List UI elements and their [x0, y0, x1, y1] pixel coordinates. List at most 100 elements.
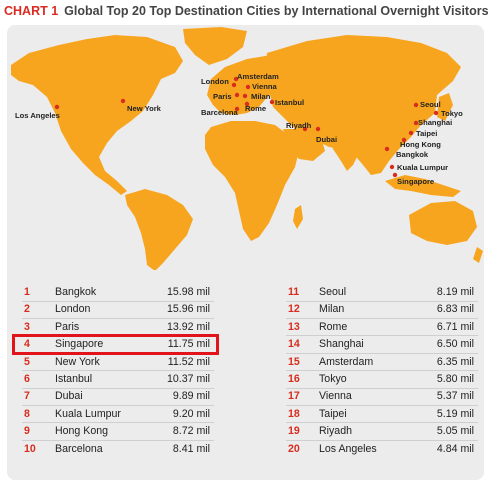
table-row: 16 Tokyo 5.80 mil — [288, 371, 474, 387]
visitor-count: 15.98 mil — [167, 286, 210, 298]
table-row: 1 Bangkok 15.98 mil — [24, 284, 210, 300]
city-dot — [269, 99, 275, 105]
city-name: Rome — [319, 320, 348, 333]
rank-number: 8 — [24, 407, 30, 420]
visitor-count: 15.96 mil — [167, 303, 210, 316]
city-name: Kuala Lumpur — [55, 407, 121, 420]
row-divider — [22, 387, 214, 389]
city-dot — [413, 120, 419, 126]
map-label: Tokyo — [441, 109, 463, 118]
row-divider — [286, 422, 478, 424]
new-zealand — [473, 247, 483, 263]
city-name: London — [55, 303, 91, 316]
city-name: Dubai — [55, 390, 83, 403]
southeast-asia-islands — [385, 175, 461, 197]
rank-number: 18 — [288, 407, 300, 420]
visitor-count: 9.20 mil — [172, 407, 210, 420]
rank-number: 11 — [288, 286, 300, 298]
rank-number: 5 — [24, 355, 30, 368]
north-america — [11, 35, 183, 195]
city-dot — [233, 76, 239, 82]
map-label: Seoul — [420, 100, 441, 109]
india — [329, 133, 361, 171]
city-dot — [231, 82, 237, 88]
row-divider — [22, 300, 214, 302]
visitor-count: 5.19 mil — [436, 407, 474, 420]
row-divider — [286, 370, 478, 372]
visitor-count: 6.35 mil — [436, 355, 474, 368]
table-row: 7 Dubai 9.89 mil — [24, 388, 210, 404]
city-labels: Los Angeles New York London Amsterdam Pa… — [15, 72, 463, 186]
table-row: 18 Taipei 5.19 mil — [288, 406, 474, 422]
map-label: Dubai — [316, 135, 337, 144]
city-dot — [242, 93, 248, 99]
map-label: Singapore — [397, 177, 434, 186]
rank-number: 14 — [288, 338, 300, 351]
map-label: Kuala Lumpur — [397, 163, 448, 172]
row-divider — [22, 370, 214, 372]
city-name: Seoul — [319, 286, 347, 298]
visitor-count: 5.80 mil — [436, 373, 474, 385]
city-name: New York — [55, 355, 100, 368]
table-row: 10 Barcelona 8.41 mil — [24, 441, 210, 457]
city-dot — [120, 98, 126, 104]
arabia — [283, 129, 325, 161]
map-label: Taipei — [416, 129, 437, 138]
visitor-count: 11.75 mil — [167, 338, 210, 351]
city-dot — [408, 130, 414, 136]
visitor-count: 6.50 mil — [436, 338, 474, 351]
highlight-box — [12, 334, 219, 355]
city-name: Vienna — [319, 390, 352, 403]
visitor-count: 8.41 mil — [172, 442, 210, 455]
row-divider — [286, 352, 478, 354]
city-name: Hong Kong — [55, 425, 109, 438]
table-row: 12 Milan 6.83 mil — [288, 301, 474, 317]
rank-number: 20 — [288, 442, 300, 455]
rank-number: 6 — [24, 373, 30, 385]
map-label: Amsterdam — [237, 72, 279, 81]
city-name: Amsterdam — [319, 355, 374, 368]
visitor-count: 10.37 mil — [167, 373, 210, 385]
visitor-count: 5.05 mil — [436, 425, 474, 438]
city-dot — [315, 126, 321, 132]
rank-number: 19 — [288, 425, 300, 438]
map-label: Rome — [245, 104, 266, 113]
south-america — [125, 189, 193, 270]
row-divider — [286, 300, 478, 302]
visitor-count: 8.19 mil — [436, 286, 474, 298]
rank-number: 1 — [24, 286, 30, 298]
row-divider — [22, 404, 214, 406]
rank-number: 3 — [24, 320, 30, 333]
map-label: Istanbul — [275, 98, 304, 107]
map-label: London — [201, 77, 229, 86]
rank-number: 16 — [288, 373, 300, 385]
city-dot — [384, 146, 390, 152]
rank-number: 4 — [24, 338, 30, 351]
rank-number: 12 — [288, 303, 300, 316]
rank-number: 10 — [24, 442, 36, 455]
continents — [11, 27, 483, 270]
row-divider — [286, 404, 478, 406]
madagascar — [293, 205, 303, 229]
visitor-count: 13.92 mil — [167, 320, 210, 333]
table-row: 8 Kuala Lumpur 9.20 mil — [24, 406, 210, 422]
asia — [265, 35, 461, 175]
rank-number: 17 — [288, 390, 300, 403]
rank-number: 15 — [288, 355, 300, 368]
world-map: Los Angeles New York London Amsterdam Pa… — [11, 27, 483, 270]
city-name: Singapore — [55, 338, 104, 351]
visitor-count: 4.84 mil — [436, 442, 474, 455]
australia — [409, 201, 477, 245]
visitor-count: 8.72 mil — [172, 425, 210, 438]
africa — [205, 121, 299, 241]
city-dot — [302, 126, 308, 132]
table-row: 9 Hong Kong 8.72 mil — [24, 423, 210, 439]
city-dot — [234, 92, 240, 98]
row-divider — [22, 439, 214, 441]
table-row: 2 London 15.96 mil — [24, 301, 210, 317]
city-name: Milan — [319, 303, 345, 316]
row-divider — [286, 317, 478, 319]
chart-label: CHART 1 — [4, 4, 59, 18]
city-dot — [54, 104, 60, 110]
map-label: Barcelona — [201, 108, 238, 117]
